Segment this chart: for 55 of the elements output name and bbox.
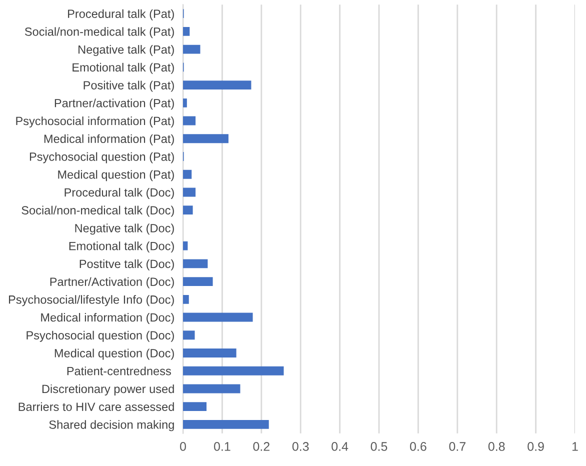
bar [183, 277, 213, 286]
y-tick-label: Procedural talk (Doc) [64, 188, 174, 199]
x-tick-label: 0.5 [370, 442, 388, 451]
y-tick-label: Postitve talk (Doc) [80, 259, 174, 270]
bar [183, 98, 187, 108]
x-tick-label: 0.7 [449, 442, 466, 451]
y-tick-label: Psychosocial question (Pat) [30, 152, 174, 164]
y-tick-label: Barriers to HIV care assessed [18, 402, 174, 411]
y-tick-label: Medical information (Pat) [44, 134, 174, 146]
bar [183, 116, 196, 126]
x-tick-label: 0 [180, 442, 186, 451]
bar [183, 44, 200, 54]
y-tick-label: Partner/activation (Pat) [54, 98, 174, 110]
bar [183, 312, 253, 322]
bar [183, 330, 195, 340]
y-tick-label: Negative talk (Pat) [78, 45, 174, 56]
bar [183, 348, 236, 358]
x-tick-label: 1 [572, 442, 578, 451]
x-tick-label: 0.6 [410, 442, 426, 451]
bar [183, 384, 240, 394]
y-tick-label: Discretionary power used [42, 384, 174, 396]
y-tick-label: Medical question (Doc) [54, 348, 174, 360]
x-tick-label: 0.9 [528, 442, 544, 451]
bar [183, 170, 192, 179]
y-tick-label: Partner/Activation (Doc) [50, 277, 174, 288]
bar [183, 366, 284, 376]
y-tick-label: Negative talk (Doc) [75, 224, 174, 235]
bar [183, 402, 207, 412]
y-tick-label: Shared decision making [49, 420, 174, 432]
bar [183, 80, 252, 90]
bar [183, 134, 228, 144]
y-tick-label: Medical question (Pat) [58, 170, 174, 182]
y-tick-label: Procedural talk (Pat) [68, 9, 174, 20]
y-tick-label: Psychosocial/lifestyle Info (Doc) [8, 295, 174, 306]
y-tick-label: Medical information (Doc) [41, 312, 174, 324]
bar [183, 241, 188, 250]
y-tick-label: Positive talk (Pat) [84, 80, 174, 92]
y-tick-label: Psychosocial question (Doc) [26, 330, 174, 342]
x-tick-label: 0.2 [253, 442, 270, 451]
x-tick-label: 0.3 [292, 442, 309, 451]
bar [183, 294, 189, 304]
bar [183, 420, 269, 429]
bar [183, 188, 196, 197]
y-tick-label: Social/non-medical talk (Doc) [22, 206, 174, 217]
bar [183, 259, 208, 268]
y-tick-label: Social/non-medical talk (Pat) [24, 27, 174, 38]
y-tick-label: Emotional talk (Doc) [69, 242, 174, 253]
y-tick-label: Psychosocial information (Pat) [16, 116, 174, 128]
bar [183, 206, 193, 215]
y-tick-label: Patient-centredness [67, 366, 171, 376]
x-tick-label: 0.1 [214, 442, 230, 451]
x-tick-label: 0.8 [488, 442, 505, 451]
x-tick-label: 0.4 [332, 442, 348, 451]
y-tick-label: Emotional talk (Pat) [72, 62, 174, 74]
bar [183, 26, 190, 36]
